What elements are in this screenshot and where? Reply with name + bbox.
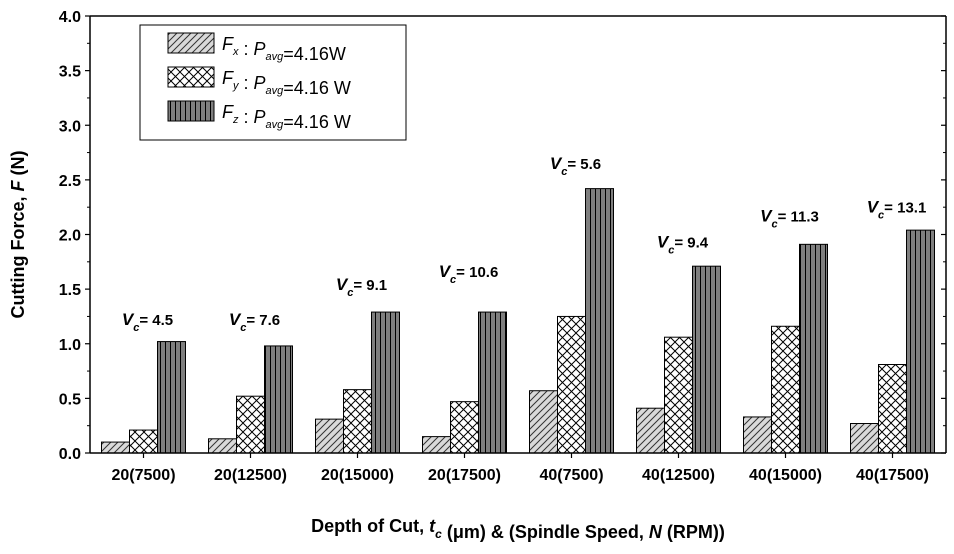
- y-tick-label: 0.0: [59, 446, 81, 463]
- vc-annotation-4: Vc= 5.6: [550, 154, 601, 178]
- y-tick-label: 2.0: [59, 228, 81, 245]
- bar-vertical-5: [692, 265, 721, 454]
- bar-diagonal-4: [529, 390, 558, 454]
- x-tick-label: 40(7500): [539, 467, 603, 484]
- legend: Fx : Pavg=4.16W Fy : Pavg=4.16 W Fz : Pavg…: [139, 24, 407, 141]
- bar-diagonal-5: [636, 407, 665, 454]
- bar-vertical-0: [157, 341, 186, 454]
- x-tick-label: 40(12500): [642, 467, 715, 484]
- legend-swatch-vertical: [167, 100, 215, 122]
- bar-vertical-3: [478, 311, 507, 454]
- bar-crosshatch-6: [771, 325, 800, 454]
- legend-swatch-diagonal: [167, 32, 215, 54]
- x-tick-label: 20(17500): [428, 467, 501, 484]
- y-axis-title: Cutting Force, F (N): [8, 151, 28, 319]
- bar-crosshatch-5: [664, 336, 693, 454]
- y-tick-label: 0.5: [59, 391, 81, 408]
- vc-annotation-1: Vc= 7.6: [229, 310, 280, 334]
- y-tick-label: 2.5: [59, 173, 81, 190]
- legend-label-2: Fz : Pavg=4.16 W: [222, 102, 351, 132]
- bar-crosshatch-2: [343, 389, 372, 454]
- vc-annotation-6: Vc= 11.3: [760, 206, 819, 230]
- x-axis-title: Depth of Cut, tc (μm) & (Spindle Speed, …: [311, 516, 725, 542]
- x-tick-label: 20(15000): [321, 467, 394, 484]
- bar-crosshatch-7: [878, 364, 907, 454]
- plot-area: 0.0 0.5 1.0 1.5 2.0 2.5 3.0 3.5 4.0 20(7500) 20(12…: [8, 9, 947, 542]
- x-tick-label: 40(17500): [856, 467, 929, 484]
- bar-crosshatch-1: [236, 395, 265, 454]
- bar-diagonal-1: [208, 438, 237, 454]
- bar-vertical-6: [799, 243, 828, 454]
- legend-label-0: Fx : Pavg=4.16W: [222, 34, 346, 64]
- bar-diagonal-7: [850, 423, 879, 454]
- bar-diagonal-0: [101, 441, 130, 454]
- y-tick-label: 3.0: [59, 118, 81, 135]
- legend-label-1: Fy : Pavg=4.16 W: [222, 68, 351, 98]
- bar-diagonal-2: [315, 418, 344, 454]
- y-tick-label: 4.0: [59, 9, 81, 26]
- bar-crosshatch-3: [450, 401, 479, 454]
- legend-swatch-crosshatch: [167, 66, 215, 88]
- bar-crosshatch-0: [129, 429, 158, 454]
- vc-annotation-2: Vc= 9.1: [336, 275, 387, 299]
- vc-annotation-7: Vc= 13.1: [867, 198, 927, 222]
- bar-vertical-1: [264, 345, 293, 454]
- y-tick-label: 3.5: [59, 64, 81, 81]
- x-tick-label: 20(7500): [111, 467, 175, 484]
- bar-crosshatch-4: [557, 315, 586, 454]
- x-tick-label: 40(15000): [749, 467, 822, 484]
- y-tick-label: 1.0: [59, 337, 81, 354]
- x-tick-label: 20(12500): [214, 467, 287, 484]
- vc-annotation-5: Vc= 9.4: [657, 233, 709, 257]
- vc-annotation-3: Vc= 10.6: [439, 262, 499, 286]
- bar-vertical-4: [585, 188, 614, 454]
- vc-annotation-0: Vc= 4.5: [122, 310, 173, 334]
- bar-diagonal-6: [743, 416, 772, 454]
- y-tick-label: 1.5: [59, 282, 81, 299]
- bar-vertical-7: [906, 229, 935, 454]
- bar-diagonal-3: [422, 436, 451, 454]
- bar-vertical-2: [371, 311, 400, 454]
